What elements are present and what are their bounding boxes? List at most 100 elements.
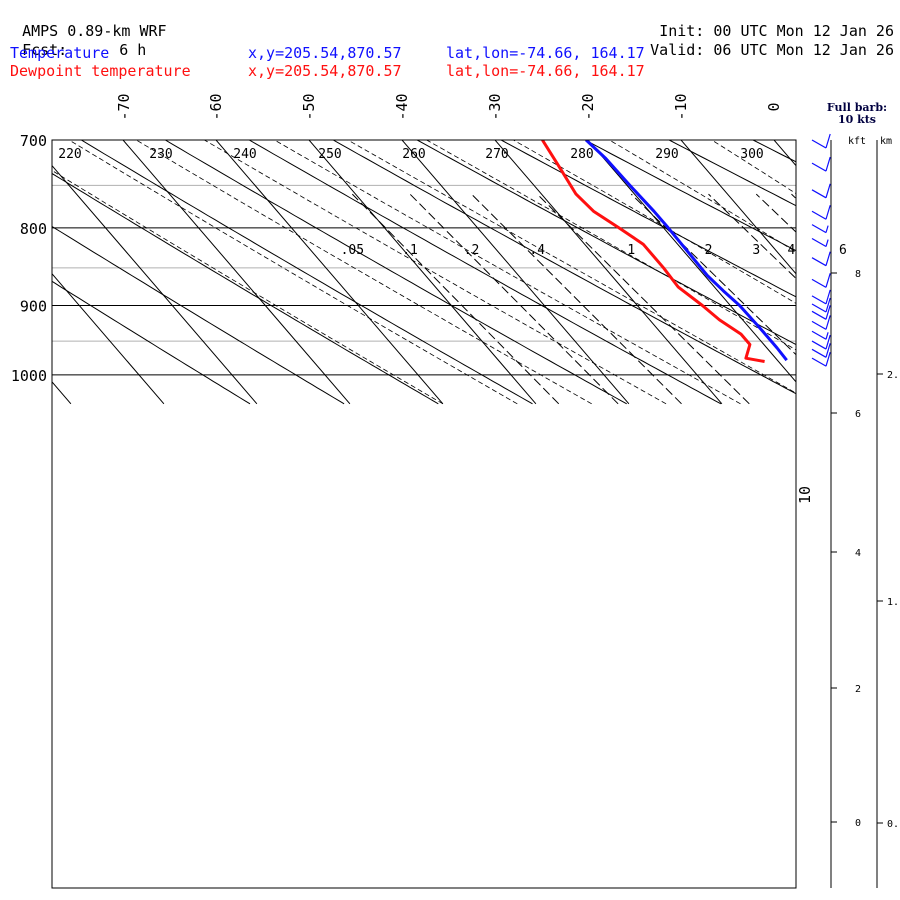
- init-label: Init:: [659, 22, 705, 40]
- init-value: 00 UTC Mon 12 Jan 26: [713, 22, 894, 40]
- valid-value: 06 UTC Mon 12 Jan 26: [713, 41, 894, 59]
- temperature-tick-label: -70: [115, 93, 133, 120]
- km-tick-label: 2.: [887, 370, 899, 381]
- wind-barb-staff: [811, 303, 827, 313]
- mixing-ratio-line-3: [536, 193, 750, 405]
- wind-barb-staff: [811, 320, 827, 330]
- mixing-ratio-line-1: [409, 193, 619, 405]
- dewpoint-profile-line: [541, 140, 765, 363]
- wind-barb-flag: [825, 251, 831, 266]
- legend-temperature-xy: x,y=205.54,870.57: [248, 44, 402, 62]
- moist-adiabat-7: [512, 140, 796, 304]
- kft-tick-label: 8: [855, 269, 861, 280]
- isotherm--50: [308, 140, 537, 405]
- dry-adiabat-260: [416, 140, 796, 346]
- moist-adiabat-2: [135, 140, 592, 405]
- fcst-label: Fcst:: [22, 41, 68, 59]
- legend-temperature-name: Temperature: [10, 44, 110, 62]
- temperature-tick-label: -10: [672, 93, 690, 120]
- temperature-profile-line: [585, 140, 788, 362]
- temperature-tick-label: 0: [765, 102, 783, 111]
- wind-barb-staff: [811, 295, 827, 305]
- wind-barb-flag: [825, 351, 831, 367]
- axis-labels: .05 .1 .2 .4 1 2 3 4 6 220 230 240 250 260 270 280 290 30…: [11, 93, 847, 504]
- moist-adiabat-1: [68, 140, 518, 405]
- temperature-tick-label: -20: [579, 93, 597, 120]
- pressure-tick-label: 800: [20, 220, 47, 238]
- theta-label: 250: [318, 147, 341, 162]
- dry-adiabat-310: [828, 135, 900, 404]
- model-title: AMPS 0.89-km WRF: [22, 22, 167, 40]
- km-tick-label: 0.: [887, 819, 899, 830]
- mixing-ratio-label: 4: [788, 243, 796, 258]
- wind-barb-flag: [825, 315, 831, 330]
- wind-barb-column: [811, 133, 831, 367]
- full-barb-label: Full barb:: [826, 101, 888, 114]
- mixing-ratio-line-2: [471, 193, 682, 405]
- moist-adiabat-6: [425, 140, 796, 351]
- dry-adiabat-190: [52, 280, 251, 405]
- wind-barb-flag: [825, 239, 829, 247]
- fcst-value: 6 h: [119, 41, 147, 59]
- legend-dewpoint-name: Dewpoint temperature: [10, 62, 191, 80]
- km-label: km: [880, 136, 892, 147]
- temperature-tick-label: -50: [300, 93, 318, 120]
- dry-adiabat-250: [332, 140, 796, 395]
- temperature-tick-label: 10: [796, 486, 814, 504]
- moist-adiabat-5: [346, 140, 796, 394]
- valid-label: Valid:: [650, 41, 705, 59]
- moist-adiabat-9: [711, 140, 796, 195]
- kft-tick-label: 4: [855, 548, 861, 559]
- isotherm-10: [863, 135, 900, 404]
- wind-barb-flag: [825, 334, 831, 350]
- isotherm-0: [773, 140, 796, 167]
- kft-tick-label: 0: [855, 818, 861, 829]
- mixing-ratio-label: 2: [705, 243, 713, 258]
- wind-barb-staff: [811, 210, 827, 220]
- mixing-ratio-label: 3: [752, 243, 760, 258]
- dry-adiabat-210: [52, 172, 439, 405]
- wind-barb-flag: [825, 305, 831, 320]
- isotherm--90: [52, 272, 165, 405]
- theta-label: 220: [58, 147, 81, 162]
- mixing-ratio-label: 6: [839, 243, 847, 258]
- isotherm--10: [680, 140, 796, 275]
- wind-barb-staff: [811, 189, 827, 199]
- background-grid: [52, 135, 900, 405]
- theta-label: 300: [740, 147, 763, 162]
- dry-adiabat-230: [164, 140, 627, 405]
- theta-label: 290: [655, 147, 678, 162]
- isotherm--70: [122, 140, 351, 405]
- mixing-ratio-line-6: [755, 193, 796, 233]
- wind-barb-flag: [825, 183, 831, 198]
- theta-label: 260: [402, 147, 425, 162]
- kft-tick-label: 2: [855, 684, 861, 695]
- wind-barb-staff: [811, 162, 827, 172]
- legend-temperature-latlon: lat,lon=-74.66, 164.17: [446, 44, 645, 62]
- wind-barb-staff: [811, 238, 827, 248]
- km-tick-label: 1.: [887, 597, 899, 608]
- isotherm--40: [401, 140, 630, 405]
- theta-label: 280: [570, 147, 593, 162]
- wind-barb-flag: [825, 332, 829, 340]
- dry-adiabat-280: [584, 140, 796, 252]
- wind-barb-flag: [825, 273, 831, 288]
- wind-barb-staff: [811, 257, 827, 267]
- wind-barb-flag: [825, 289, 831, 305]
- wind-barb-staff: [811, 224, 827, 234]
- isotherm--30: [494, 140, 723, 405]
- mixing-ratio-label: 1: [627, 243, 635, 258]
- theta-label: 240: [233, 147, 256, 162]
- mixing-ratio-line-4: [630, 193, 796, 356]
- wind-barb-staff: [811, 278, 827, 288]
- temperature-tick-label: -30: [486, 93, 504, 120]
- isotherm--60: [215, 140, 444, 405]
- dry-adiabat-290: [668, 140, 796, 207]
- temperature-tick-label: -60: [207, 93, 225, 120]
- wind-barb-flag: [825, 133, 831, 149]
- wind-barb-flag: [825, 297, 831, 313]
- mixing-ratio-label: .4: [529, 243, 545, 258]
- moist-adiabat-3: [203, 140, 667, 405]
